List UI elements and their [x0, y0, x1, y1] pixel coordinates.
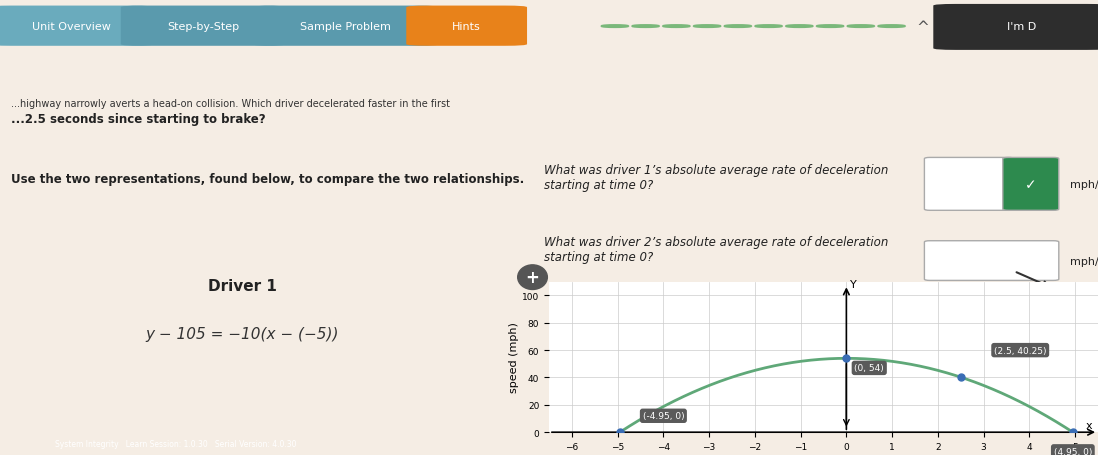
Text: Y: Y	[850, 279, 856, 289]
Text: ✓: ✓	[1026, 177, 1037, 192]
Text: What was driver 1’s absolute average rate of deceleration
starting at time 0?: What was driver 1’s absolute average rat…	[544, 163, 888, 191]
Text: (-4.95, 0): (-4.95, 0)	[642, 411, 684, 420]
FancyBboxPatch shape	[925, 158, 1015, 211]
Text: x: x	[1086, 420, 1093, 430]
Text: +: +	[526, 268, 539, 287]
FancyBboxPatch shape	[0, 6, 154, 47]
Text: (4.95, 0): (4.95, 0)	[1054, 447, 1093, 455]
Text: Hints: Hints	[452, 22, 481, 32]
FancyBboxPatch shape	[925, 241, 1058, 281]
FancyBboxPatch shape	[406, 6, 527, 47]
FancyBboxPatch shape	[121, 6, 285, 47]
Text: ^: ^	[916, 20, 929, 35]
X-axis label: time (seconds): time (seconds)	[782, 454, 865, 455]
Text: Unit Overview: Unit Overview	[32, 22, 111, 32]
Y-axis label: speed (mph): speed (mph)	[509, 322, 519, 393]
Text: What was driver 2’s absolute average rate of deceleration
starting at time 0?: What was driver 2’s absolute average rat…	[544, 236, 888, 264]
Text: ...highway narrowly averts a head-on collision. Which driver decelerated faster : ...highway narrowly averts a head-on col…	[11, 99, 450, 109]
Text: I'm D: I'm D	[1007, 22, 1035, 32]
FancyBboxPatch shape	[933, 5, 1098, 51]
Text: Driver 1: Driver 1	[208, 278, 277, 293]
FancyBboxPatch shape	[1002, 158, 1058, 211]
Text: (0, 54): (0, 54)	[854, 364, 884, 373]
Circle shape	[518, 265, 547, 290]
Text: Sample Problem: Sample Problem	[301, 22, 391, 32]
Text: Step-by-Step: Step-by-Step	[167, 22, 239, 32]
Text: mph/s: mph/s	[1069, 256, 1098, 266]
FancyBboxPatch shape	[253, 6, 439, 47]
Text: mph/s: mph/s	[1069, 179, 1098, 189]
Text: System Integrity   Learn Session: 1.0.30   Serial Version: 4.0.30: System Integrity Learn Session: 1.0.30 S…	[55, 439, 296, 448]
Text: y − 105 = −10(x − (−5)): y − 105 = −10(x − (−5))	[145, 326, 339, 341]
Text: (2.5, 40.25): (2.5, 40.25)	[994, 346, 1046, 355]
Text: Use the two representations, found below, to compare the two relationships.: Use the two representations, found below…	[11, 173, 524, 186]
Text: ...2.5 seconds since starting to brake?: ...2.5 seconds since starting to brake?	[11, 113, 266, 126]
